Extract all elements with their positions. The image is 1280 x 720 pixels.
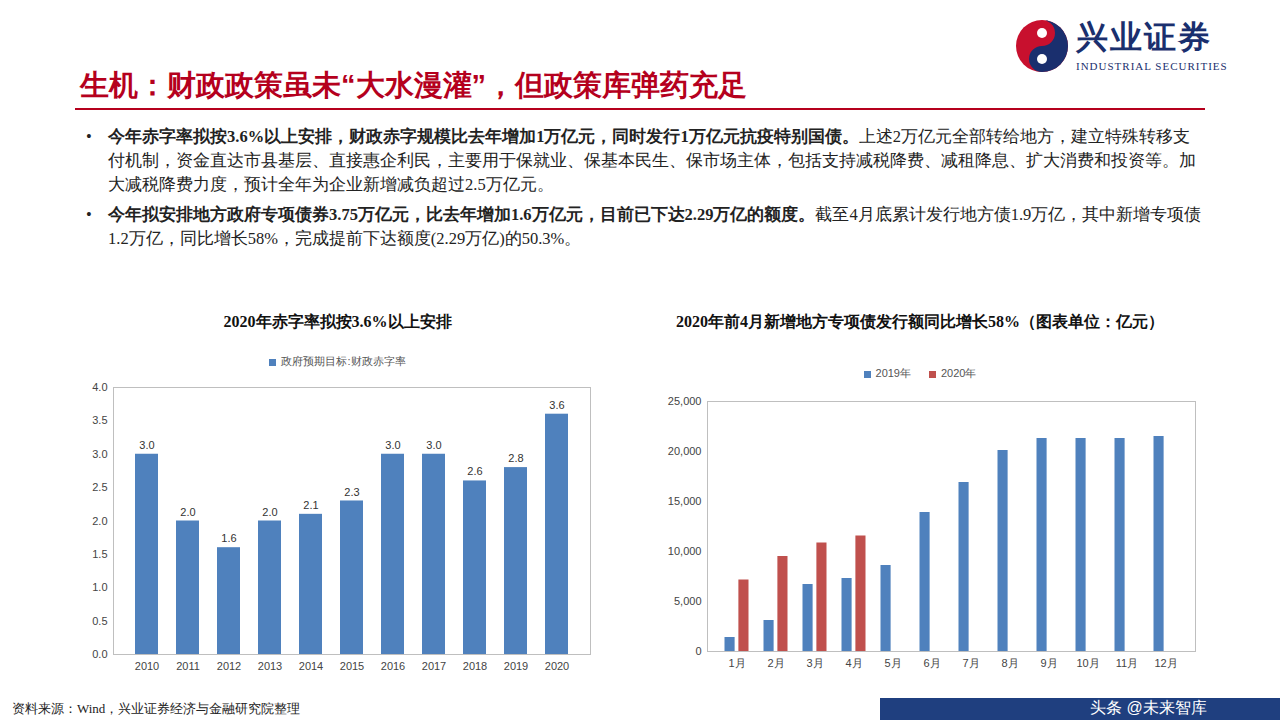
svg-text:20,000: 20,000: [668, 445, 702, 457]
svg-text:0.5: 0.5: [92, 615, 107, 627]
html-text:生机：财政政策虽未“大水漫灌”，但政策库弹药充足: 生机：财政政策虽未“大水漫灌”，但政策库弹药充足: [80, 69, 747, 101]
svg-text:5,000: 5,000: [674, 595, 702, 607]
svg-text:2.1: 2.1: [303, 499, 318, 511]
html-text:2020年前4月新增地方专项债发行额同比增长58%（图表单位: 2020年前4月新增地方专项债发行额同比增长58%（图表单位：亿元）: [676, 313, 1164, 330]
svg-text:8月: 8月: [1001, 657, 1018, 669]
svg-text:1.0: 1.0: [92, 581, 107, 593]
svg-text:2014: 2014: [299, 660, 323, 672]
svg-text:3.5: 3.5: [92, 414, 107, 426]
svg-text:3月: 3月: [806, 657, 823, 669]
svg-text:10月: 10月: [1076, 657, 1099, 669]
svg-text:2.0: 2.0: [262, 506, 277, 518]
svg-text:5月: 5月: [884, 657, 901, 669]
svg-text:3.0: 3.0: [92, 448, 107, 460]
html-text:头条 @未来智库: 头条 @未来智库: [1090, 699, 1207, 716]
svg-text:1.5: 1.5: [92, 548, 107, 560]
svg-text:3.6: 3.6: [549, 399, 564, 411]
html-text:兴业证券: 兴业证券: [1076, 19, 1212, 55]
svg-text:3.0: 3.0: [139, 439, 154, 451]
html-text:2020年赤字率拟按3.6%以上安排: 2020年赤字率拟按3.6%以上安排: [223, 313, 452, 330]
svg-text:4.0: 4.0: [92, 381, 107, 393]
svg-text:9月: 9月: [1040, 657, 1057, 669]
svg-text:2010: 2010: [135, 660, 159, 672]
svg-text:2017: 2017: [422, 660, 446, 672]
html-text:今年拟安排地方政府专项债券3.75万亿元，比去年增加1.6万: 今年拟安排地方政府专项债券3.75万亿元，比去年增加1.6万亿元，目前已下达2.…: [108, 205, 1202, 248]
svg-text:15,000: 15,000: [668, 495, 702, 507]
svg-text:1月: 1月: [728, 657, 745, 669]
svg-text:4月: 4月: [845, 657, 862, 669]
html-text:2019年: 2019年: [875, 367, 911, 379]
html-text:INDUSTRIAL SECURITIES: INDUSTRIAL SECURITIES: [1076, 60, 1228, 72]
svg-text:2018: 2018: [463, 660, 487, 672]
svg-text:2013: 2013: [258, 660, 282, 672]
svg-text:0.0: 0.0: [92, 648, 107, 660]
svg-text:11月: 11月: [1116, 657, 1138, 669]
svg-text:10,000: 10,000: [668, 545, 702, 557]
html-text:资料来源：Wind，兴业证券经济与金融研究院整理: 资料来源：Wind，兴业证券经济与金融研究院整理: [12, 701, 301, 716]
svg-text:3.0: 3.0: [426, 439, 441, 451]
html-text:今年赤字率拟按3.6%以上安排，财政赤字规模比去年增加1万亿: 今年赤字率拟按3.6%以上安排，财政赤字规模比去年增加1万亿元，同时发行1万亿元…: [108, 127, 1196, 194]
svg-text:2月: 2月: [767, 657, 784, 669]
svg-text:7月: 7月: [962, 657, 979, 669]
svg-text:2.6: 2.6: [467, 465, 482, 477]
svg-text:2020: 2020: [545, 660, 569, 672]
svg-text:2.0: 2.0: [92, 515, 107, 527]
svg-text:12月: 12月: [1154, 657, 1177, 669]
html-text:2020年: 2020年: [941, 367, 977, 379]
svg-text:2015: 2015: [340, 660, 364, 672]
svg-text:2.3: 2.3: [344, 485, 359, 497]
svg-text:6月: 6月: [923, 657, 940, 669]
svg-text:0: 0: [695, 645, 701, 657]
svg-text:2016: 2016: [381, 660, 405, 672]
svg-text:2012: 2012: [217, 660, 241, 672]
svg-text:1.6: 1.6: [221, 532, 236, 544]
svg-text:2.8: 2.8: [508, 452, 523, 464]
svg-text:2011: 2011: [176, 660, 200, 672]
html-text:政府预期目标:财政赤字率: 政府预期目标:财政赤字率: [281, 355, 406, 367]
svg-text:25,000: 25,000: [668, 395, 702, 407]
svg-text:2.0: 2.0: [180, 506, 195, 518]
svg-text:2.5: 2.5: [92, 481, 107, 493]
svg-text:2019: 2019: [504, 660, 528, 672]
svg-text:3.0: 3.0: [385, 439, 400, 451]
